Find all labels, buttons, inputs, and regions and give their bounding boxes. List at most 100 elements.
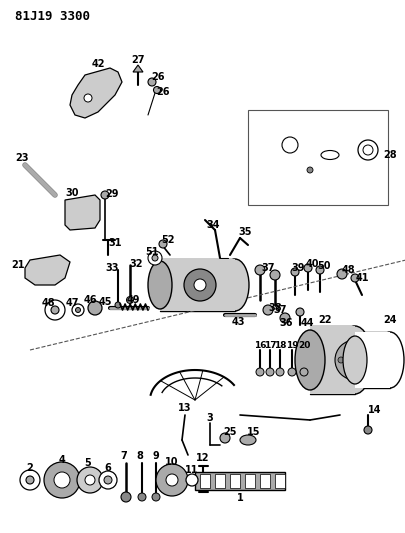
Ellipse shape	[239, 435, 256, 445]
Circle shape	[290, 268, 298, 276]
Bar	[194, 472, 284, 490]
Circle shape	[153, 86, 160, 93]
Text: 38: 38	[268, 303, 281, 313]
Circle shape	[185, 474, 198, 486]
Circle shape	[72, 304, 84, 316]
Text: 37: 37	[273, 305, 286, 315]
Circle shape	[315, 266, 323, 274]
Text: 36: 36	[279, 318, 292, 328]
Text: 48: 48	[340, 265, 354, 275]
Circle shape	[256, 368, 263, 376]
Circle shape	[344, 369, 350, 375]
Text: 51: 51	[145, 247, 158, 257]
Ellipse shape	[342, 336, 366, 384]
Text: 3: 3	[206, 413, 213, 423]
Circle shape	[303, 264, 311, 272]
Text: 20: 20	[297, 341, 309, 350]
Circle shape	[265, 368, 273, 376]
Bar	[259, 474, 269, 488]
Circle shape	[287, 368, 295, 376]
Circle shape	[337, 357, 343, 363]
Circle shape	[194, 279, 205, 291]
Ellipse shape	[220, 259, 248, 311]
Circle shape	[362, 145, 372, 155]
Circle shape	[220, 433, 230, 443]
Bar	[215, 474, 224, 488]
Text: 32: 32	[129, 259, 143, 269]
Text: 50: 50	[316, 261, 330, 271]
Text: 27: 27	[131, 55, 145, 65]
Circle shape	[101, 191, 109, 199]
Text: 2: 2	[27, 463, 33, 473]
Circle shape	[183, 269, 215, 301]
Circle shape	[346, 352, 362, 368]
Text: 13: 13	[178, 403, 191, 413]
Text: 28: 28	[382, 150, 396, 160]
Text: 45: 45	[98, 297, 111, 307]
Ellipse shape	[375, 332, 403, 388]
Circle shape	[77, 467, 103, 493]
Circle shape	[51, 306, 59, 314]
Text: 7: 7	[120, 451, 127, 461]
Circle shape	[148, 78, 156, 86]
Text: 1: 1	[236, 493, 243, 503]
Text: 48: 48	[41, 298, 55, 308]
Text: 43: 43	[231, 317, 244, 327]
Circle shape	[148, 251, 162, 265]
Text: 6: 6	[104, 463, 111, 473]
Text: 15: 15	[247, 427, 260, 437]
Text: 25: 25	[223, 427, 236, 437]
Text: 37: 37	[260, 263, 274, 273]
Circle shape	[99, 471, 117, 489]
Text: 8: 8	[136, 451, 143, 461]
Text: 4: 4	[58, 455, 65, 465]
Circle shape	[295, 308, 303, 316]
Text: 29: 29	[105, 189, 118, 199]
Text: 26: 26	[156, 87, 169, 97]
Ellipse shape	[148, 261, 172, 309]
Text: 47: 47	[65, 298, 79, 308]
Polygon shape	[25, 255, 70, 285]
Text: 18: 18	[273, 341, 286, 350]
Bar	[160, 259, 234, 311]
Bar	[274, 474, 284, 488]
Text: 11: 11	[185, 465, 198, 475]
Text: 16: 16	[253, 341, 266, 350]
Circle shape	[357, 140, 377, 160]
Text: 21: 21	[11, 260, 25, 270]
Circle shape	[151, 493, 160, 501]
Text: 40: 40	[305, 259, 318, 269]
Text: 33: 33	[105, 263, 118, 273]
Circle shape	[336, 269, 346, 279]
Polygon shape	[70, 68, 122, 118]
Text: 26: 26	[151, 72, 164, 82]
Text: 34: 34	[206, 220, 219, 230]
Circle shape	[115, 302, 121, 308]
Circle shape	[306, 167, 312, 173]
Text: 42: 42	[91, 59, 104, 69]
Text: 41: 41	[354, 273, 368, 283]
Circle shape	[138, 493, 146, 501]
Circle shape	[358, 345, 364, 351]
Circle shape	[365, 357, 371, 363]
Circle shape	[104, 476, 112, 484]
Text: 9: 9	[152, 451, 159, 461]
Bar	[247, 110, 387, 205]
Circle shape	[363, 426, 371, 434]
Text: 30: 30	[65, 188, 79, 198]
Circle shape	[44, 462, 80, 498]
Circle shape	[344, 345, 350, 351]
Circle shape	[156, 464, 188, 496]
Text: 81J19 3300: 81J19 3300	[15, 10, 90, 23]
Text: 35: 35	[238, 227, 251, 237]
Text: 44: 44	[300, 318, 313, 328]
Circle shape	[151, 255, 158, 261]
Circle shape	[85, 475, 95, 485]
Circle shape	[54, 472, 70, 488]
Text: 49: 49	[126, 295, 139, 305]
Circle shape	[121, 492, 131, 502]
Circle shape	[279, 313, 289, 323]
Circle shape	[350, 274, 358, 282]
Text: 14: 14	[367, 405, 381, 415]
Circle shape	[159, 240, 166, 248]
